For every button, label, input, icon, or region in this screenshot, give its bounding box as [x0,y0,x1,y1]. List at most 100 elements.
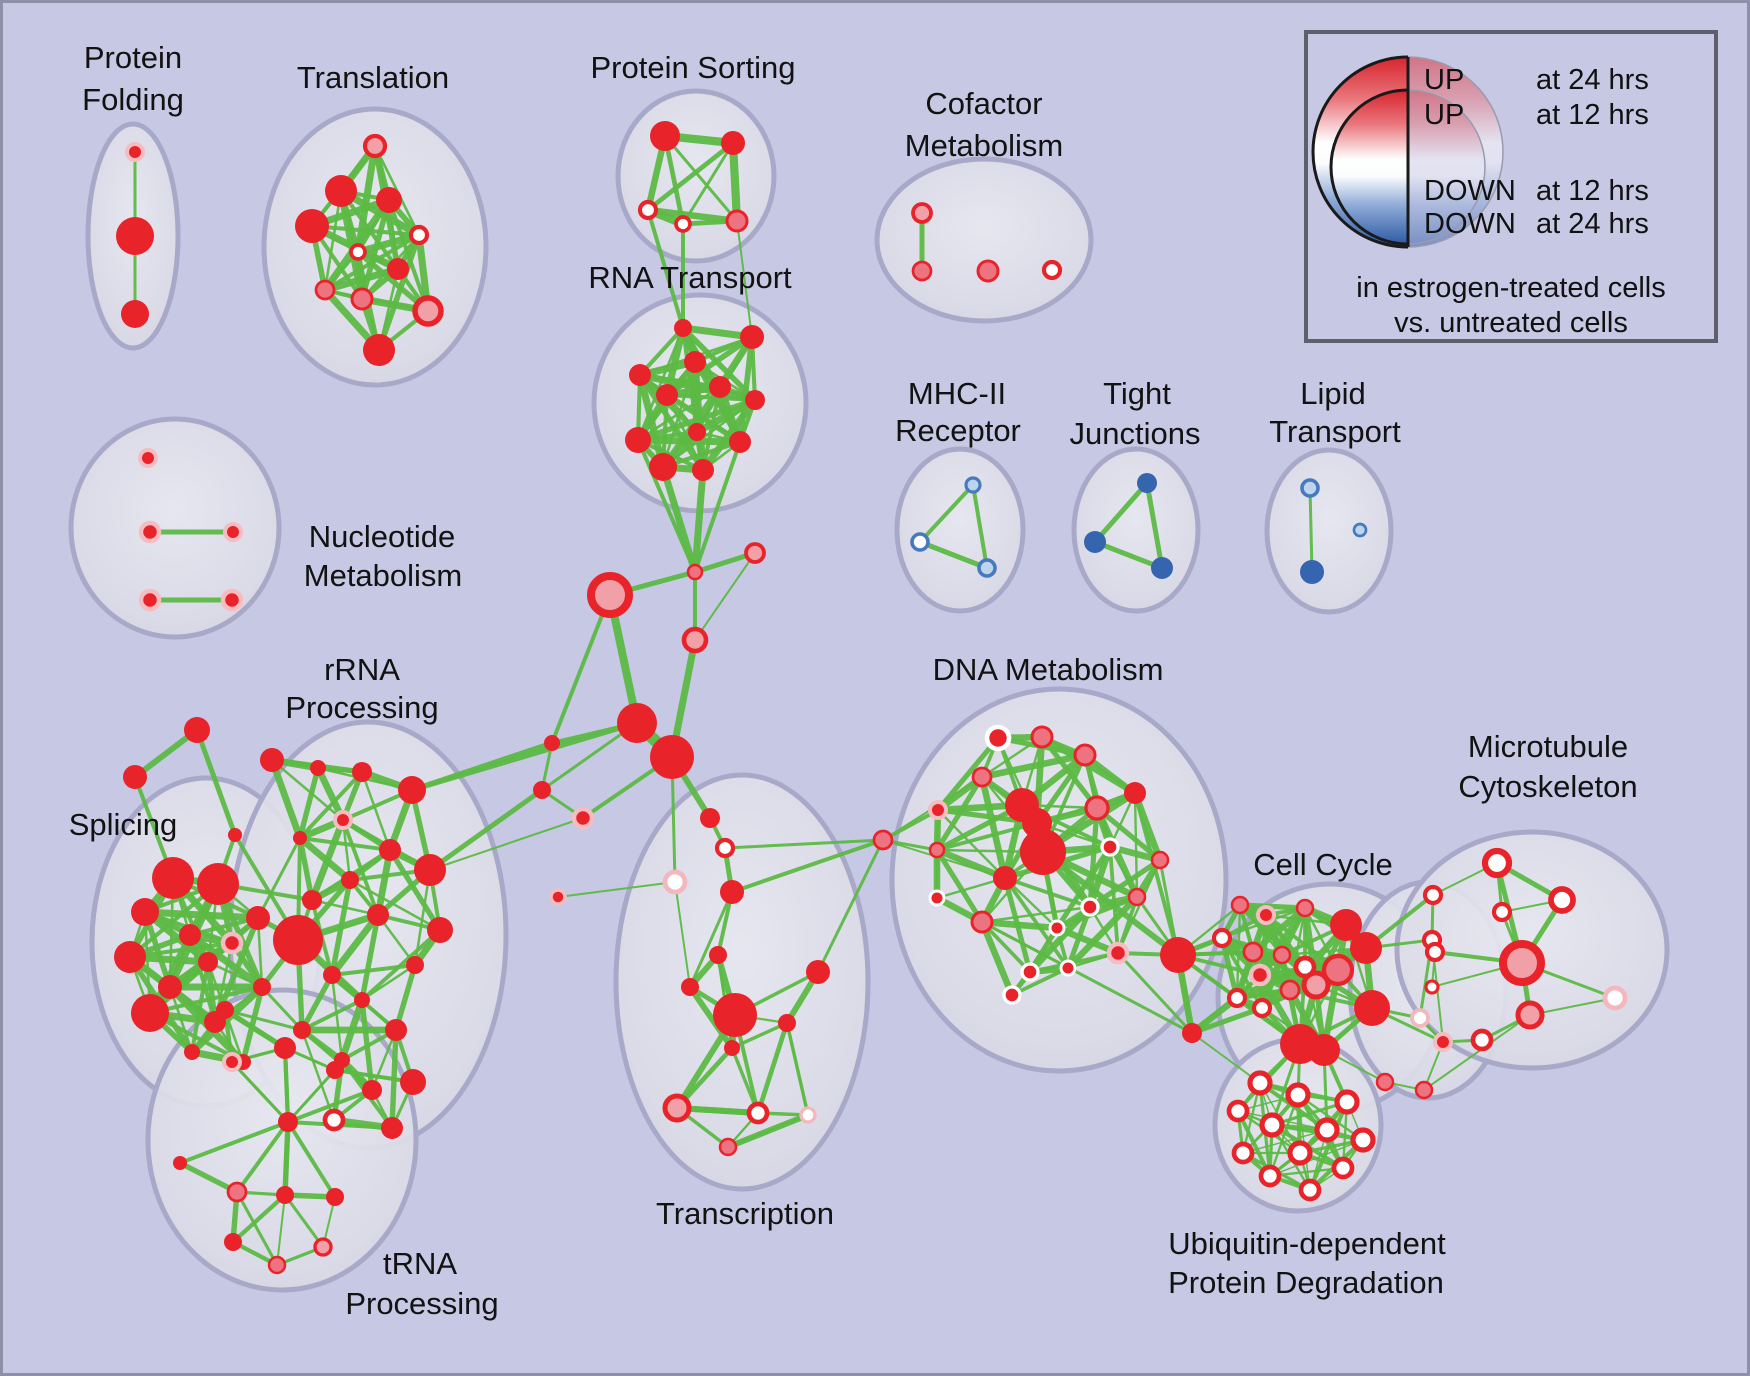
interaction-edge [755,1020,790,1116]
interaction-edge [268,756,304,842]
cluster-tight-ellipse [1071,446,1201,614]
gene-node [718,1137,738,1157]
gene-node [1030,725,1054,749]
interaction-edge [635,397,758,443]
cluster-tight-label: Junctions [1070,416,1201,451]
gene-node [1602,985,1628,1011]
gene-node [714,837,736,859]
interaction-edge [664,392,758,403]
cluster-protein_sorting-ellipse [615,88,777,264]
gene-node [323,966,341,984]
interaction-edge [691,466,707,576]
cluster-mhc-label: MHC-II [908,376,1006,411]
interaction-edge [971,483,989,570]
gene-node [911,260,933,282]
gene-node [928,800,948,820]
interaction-edge [978,918,1016,999]
legend-row-down-24: DOWN at 24 hrs [1308,205,1714,243]
interaction-edge [680,325,758,403]
gene-node [1211,927,1233,949]
gene-node [1424,979,1440,995]
gene-node [363,334,395,366]
gene-node [138,448,158,468]
gene-node [1515,1000,1545,1030]
interaction-edge [260,985,304,1032]
gene-node [158,975,182,999]
gene-node [1295,898,1315,918]
gene-node [1226,1099,1250,1123]
gene-node [674,215,692,233]
interaction-edge [550,593,612,745]
interaction-edge [1189,1005,1265,1036]
interaction-edge [194,727,238,838]
interaction-edge [186,931,266,991]
interaction-edge [1268,1093,1300,1178]
gene-node [662,869,688,895]
interaction-edge [141,908,262,922]
gene-node [1330,909,1362,941]
gene-node [910,532,930,552]
gene-node [1279,979,1301,1001]
cluster-trna-label: tRNA [383,1246,457,1281]
gene-node [1481,847,1513,879]
gene-node [625,427,651,453]
legend-direction: DOWN [1424,175,1516,207]
interaction-edge [646,208,685,330]
interaction-edge [816,838,885,974]
gene-node [267,1255,287,1275]
interaction-edge [333,1068,415,1084]
cluster-rrna-label: rRNA [324,652,400,687]
cluster-mhc-label: Receptor [895,413,1021,448]
interaction-edge [1308,486,1314,574]
gene-node [184,1044,200,1060]
gene-node [131,898,159,926]
gene-node [408,224,430,246]
gene-node [352,762,372,782]
legend-time: at 24 hrs [1536,64,1649,96]
interaction-edge [387,847,443,933]
interaction-edge [688,890,734,989]
gene-node [1258,1164,1282,1188]
gene-node [745,390,765,410]
interaction-edge [933,846,1009,882]
gene-node [544,735,560,751]
gene-node [173,1156,187,1170]
gene-node [928,841,946,859]
gene-node [260,748,284,772]
gene-node [1002,985,1022,1005]
gene-node [179,924,201,946]
interaction-edge [1242,1129,1328,1154]
gene-node [226,1181,248,1203]
cluster-ubiquitin-label: Protein Degradation [1168,1265,1444,1300]
cluster-dna-label: DNA Metabolism [933,652,1164,687]
interaction-edge [177,1160,240,1195]
interaction-edge [634,436,744,446]
gene-node [274,1037,296,1059]
interaction-edge [1092,539,1165,571]
interaction-edge [223,1008,304,1032]
interaction-edge [235,1120,290,1194]
gene-node [662,1093,692,1123]
interaction-edge [429,817,584,871]
gene-node [713,993,757,1037]
interaction-edge [330,963,417,977]
interaction-edge [374,846,394,919]
gene-node [1124,782,1146,804]
gene-node [1106,941,1130,965]
gene-node [379,839,401,861]
interaction-edge [360,963,417,1002]
gene-node [637,199,659,221]
interaction-edge [230,1192,288,1245]
gene-node [412,295,444,327]
gene-node [806,960,830,984]
gene-node [1499,940,1545,986]
cluster-tight-label: Tight [1103,376,1171,411]
interaction-edge [978,918,1061,932]
interaction-edge [286,1088,374,1124]
interaction-edge [978,773,1009,882]
gene-node [197,863,239,905]
interaction-edge [1144,480,1165,571]
interaction-edge [663,134,739,223]
gene-node [131,994,169,1032]
